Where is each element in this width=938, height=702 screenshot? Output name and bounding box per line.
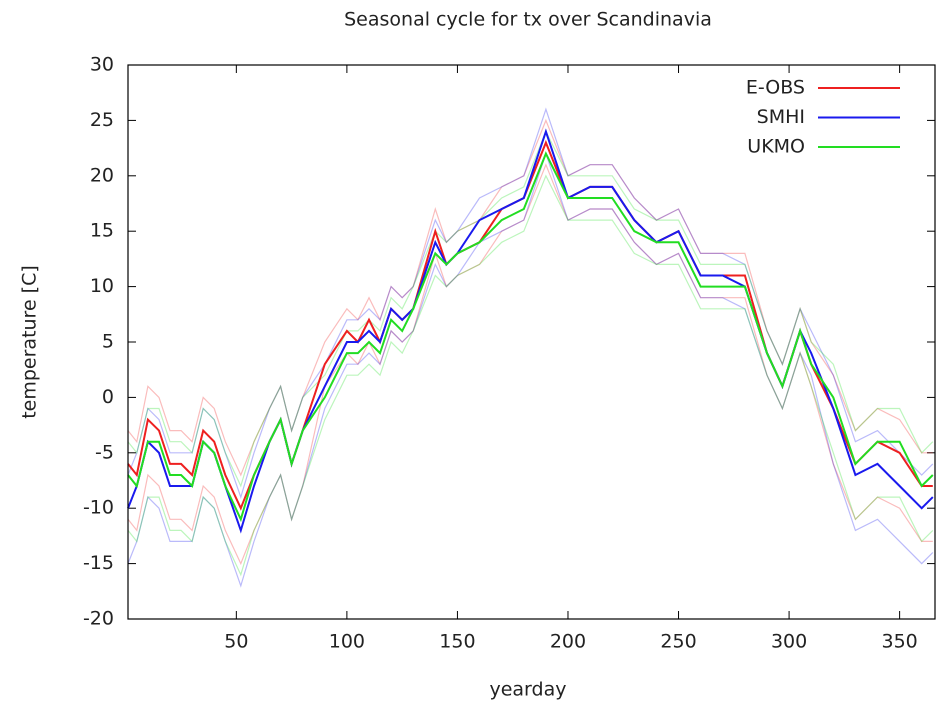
y-tick-label: 25: [90, 109, 114, 131]
chart-title: Seasonal cycle for tx over Scandinavia: [344, 9, 712, 31]
x-tick-label: 300: [771, 631, 807, 653]
bound-line: [127, 163, 933, 566]
y-tick-label: -20: [83, 608, 114, 630]
y-axis-label: temperature [C]: [19, 265, 41, 419]
x-tick-label: 50: [224, 631, 248, 653]
legend-label: UKMO: [747, 136, 805, 158]
bound-line: [127, 151, 934, 588]
bound-line: [127, 118, 933, 477]
x-axis-label: yearday: [489, 679, 566, 701]
legend-label: SMHI: [757, 106, 805, 128]
x-tick-label: 150: [439, 631, 475, 653]
legend-label: E-OBS: [746, 77, 805, 99]
y-tick-label: 30: [90, 54, 114, 76]
x-tick-label: 250: [660, 631, 696, 653]
x-tick-label: 350: [881, 631, 917, 653]
series-line: [127, 151, 934, 523]
series-line: [127, 139, 933, 511]
y-tick-label: 10: [90, 275, 114, 297]
bound-line: [127, 107, 934, 500]
y-tick-label: -5: [95, 441, 114, 463]
x-tick-label: 200: [550, 631, 586, 653]
bound-line: [127, 130, 934, 488]
y-tick-label: 5: [102, 331, 114, 353]
y-tick-label: 15: [90, 220, 114, 242]
y-tick-label: 0: [102, 386, 114, 408]
bound-line: [127, 174, 934, 577]
x-tick-label: 100: [329, 631, 365, 653]
y-tick-label: 20: [90, 164, 114, 186]
plot-frame: [127, 64, 936, 620]
y-tick-label: -10: [83, 497, 114, 519]
y-tick-label: -15: [83, 552, 114, 574]
